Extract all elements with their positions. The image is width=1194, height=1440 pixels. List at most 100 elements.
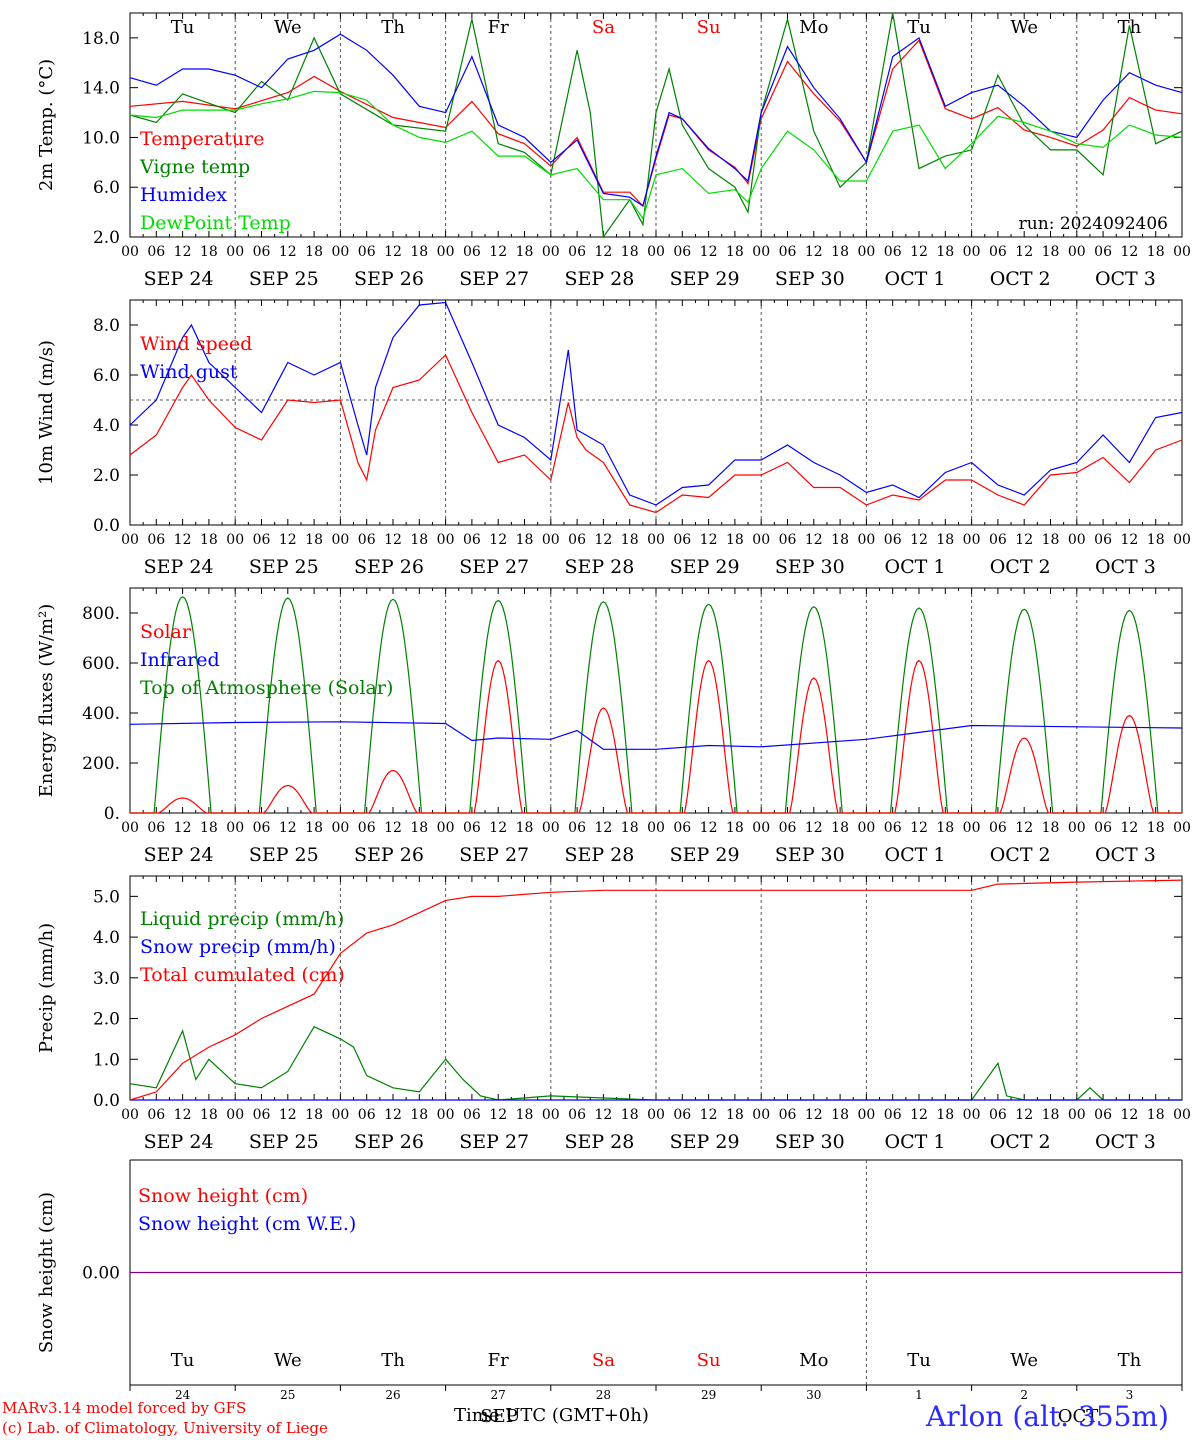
y-tick-label: 0.00	[82, 1264, 120, 1284]
hour-label: 00	[226, 244, 244, 260]
hour-label: 18	[936, 532, 954, 548]
hour-label: 12	[910, 820, 928, 836]
hour-label: 18	[621, 244, 639, 260]
hour-label: 18	[1147, 244, 1165, 260]
hour-label: 00	[1068, 1107, 1086, 1123]
hour-label: 06	[463, 1107, 481, 1123]
hour-label: 18	[410, 244, 428, 260]
hour-label: 12	[1015, 1107, 1033, 1123]
series-line	[129, 33, 1183, 207]
hour-label: 12	[910, 532, 928, 548]
hour-label: 00	[963, 1107, 981, 1123]
date-label: SEP 30	[775, 844, 845, 866]
legend-entry: Infrared	[140, 649, 220, 671]
series-line	[129, 721, 1183, 750]
hour-label: 18	[1042, 820, 1060, 836]
hour-label: 00	[963, 532, 981, 548]
y-tick-label: 2.0	[93, 466, 120, 486]
hour-label: 00	[857, 820, 875, 836]
hour-label: 06	[1094, 244, 1112, 260]
hour-label: 18	[831, 820, 849, 836]
hour-label: 06	[463, 820, 481, 836]
hour-label: 00	[647, 820, 665, 836]
date-label: OCT 3	[1095, 844, 1156, 866]
hour-label: 00	[1068, 532, 1086, 548]
hour-label: 00	[331, 820, 349, 836]
hour-label: 18	[516, 244, 534, 260]
weekday-label: We	[274, 1350, 302, 1371]
temperature-panel	[129, 12, 1183, 239]
y-tick-label: 2.0	[93, 228, 120, 248]
series-line	[129, 1025, 1182, 1101]
date-label: SEP 25	[249, 268, 319, 290]
day-number: 2	[1020, 1388, 1028, 1402]
hour-label: 18	[621, 1107, 639, 1123]
hour-label: 18	[726, 1107, 744, 1123]
hour-label: 18	[305, 1107, 323, 1123]
y-axis-label: Energy fluxes (W/m²)	[36, 604, 57, 798]
energy-frame	[129, 587, 1183, 814]
date-label: OCT 2	[990, 556, 1051, 578]
hour-label: 06	[147, 820, 165, 836]
hour-label: 12	[174, 820, 192, 836]
date-label: SEP 25	[249, 556, 319, 578]
hour-label: 06	[253, 820, 271, 836]
hour-label: 12	[1120, 244, 1138, 260]
hour-label: 06	[147, 1107, 165, 1123]
hour-label: 00	[331, 532, 349, 548]
hour-label: 18	[726, 820, 744, 836]
hour-label: 18	[936, 1107, 954, 1123]
hour-label: 12	[174, 244, 192, 260]
hour-label: 12	[1015, 820, 1033, 836]
date-label: SEP 28	[564, 1131, 634, 1153]
date-label: SEP 29	[670, 556, 740, 578]
date-label: SEP 28	[564, 268, 634, 290]
y-tick-label: 8.0	[93, 316, 120, 336]
date-label: SEP 27	[459, 268, 529, 290]
solar-line	[130, 659, 1182, 814]
snow-panel	[129, 1159, 1183, 1391]
day-number: 25	[280, 1388, 295, 1402]
hour-label: 00	[121, 1107, 139, 1123]
hour-label: 18	[936, 820, 954, 836]
wind-panel	[129, 299, 1183, 526]
hour-label: 12	[279, 532, 297, 548]
hour-label: 12	[279, 1107, 297, 1123]
date-label: OCT 1	[885, 268, 946, 290]
hour-label: 00	[752, 244, 770, 260]
date-label: SEP 29	[670, 1131, 740, 1153]
weekday-label: Tu	[907, 17, 931, 38]
hour-label: 00	[752, 820, 770, 836]
legend-entry: Top of Atmosphere (Solar)	[140, 677, 393, 699]
weekday-label: Tu	[171, 17, 195, 38]
hour-label: 06	[779, 244, 797, 260]
hour-label: 00	[857, 1107, 875, 1123]
hour-label: 06	[673, 532, 691, 548]
wind-frame	[129, 299, 1183, 526]
weekday-label: Tu	[907, 1350, 931, 1371]
hour-label: 12	[700, 244, 718, 260]
hour-label: 12	[1015, 532, 1033, 548]
day-number: 26	[385, 1388, 400, 1402]
weekday-label: Fr	[488, 17, 509, 38]
hour-label: 06	[884, 244, 902, 260]
hour-label: 06	[358, 1107, 376, 1123]
hour-label: 06	[568, 820, 586, 836]
hour-label: 00	[542, 1107, 560, 1123]
y-tick-label: 2.0	[93, 1010, 120, 1030]
hour-label: 00	[437, 532, 455, 548]
y-axis-label: 2m Temp. (°C)	[36, 59, 57, 191]
legend-entry: Wind gust	[140, 361, 238, 383]
weekday-label: Th	[1118, 1350, 1142, 1371]
hour-label: 12	[384, 1107, 402, 1123]
hour-label: 00	[647, 1107, 665, 1123]
date-label: SEP 24	[144, 1131, 214, 1153]
hour-label: 18	[200, 244, 218, 260]
hour-label: 06	[779, 1107, 797, 1123]
hour-label: 18	[1042, 1107, 1060, 1123]
date-label: OCT 2	[990, 1131, 1051, 1153]
hour-label: 18	[516, 532, 534, 548]
y-tick-label: 400.	[82, 704, 120, 724]
y-tick-label: 1.0	[93, 1050, 120, 1070]
hour-label: 18	[1147, 1107, 1165, 1123]
